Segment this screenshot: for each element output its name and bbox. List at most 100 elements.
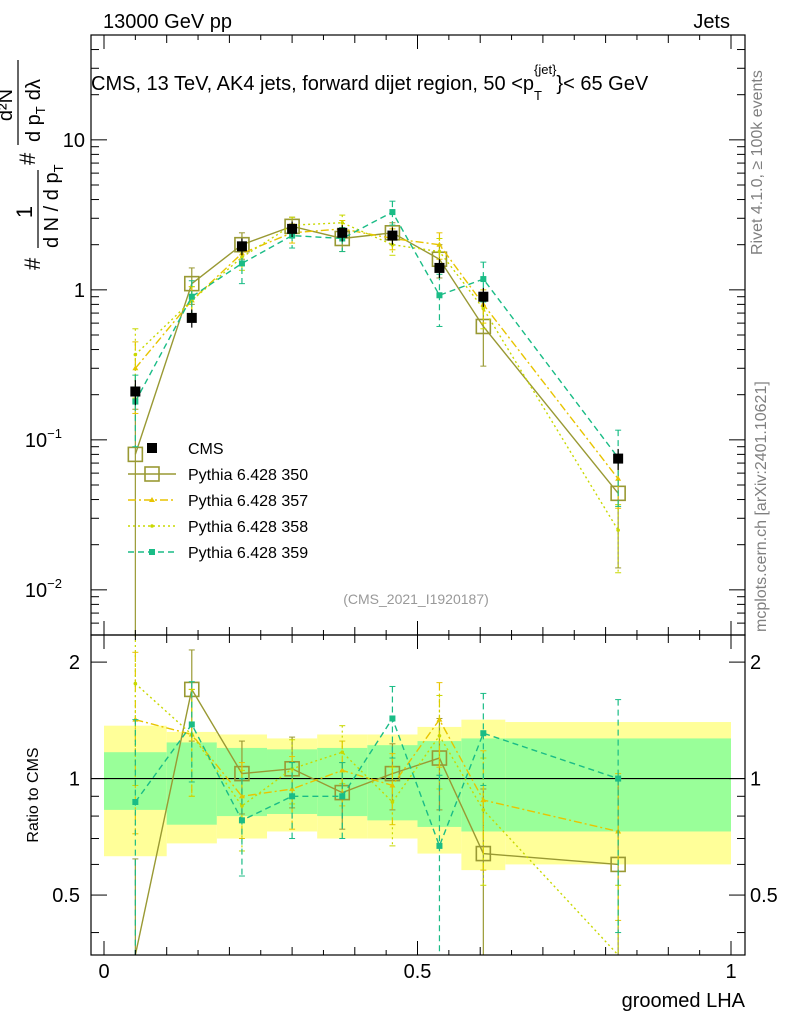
data-point xyxy=(186,312,197,323)
series-line xyxy=(134,683,619,956)
data-point xyxy=(389,209,396,216)
data-point xyxy=(481,808,486,812)
legend: CMS Pythia 6.428 350 Pythia 6.428 357 Pythi… xyxy=(128,441,308,562)
data-point xyxy=(339,793,346,800)
y-tick-label-ratio-right: 1 xyxy=(750,769,761,791)
data-point xyxy=(480,276,487,283)
data-point xyxy=(436,716,443,722)
data-point xyxy=(236,241,247,252)
data-point xyxy=(387,230,398,241)
ratio-uncertainty-bands xyxy=(91,719,745,871)
y-dN-dpT: d N / d pT xyxy=(41,164,66,248)
data-point xyxy=(337,227,348,238)
legend-item: Pythia 6.428 359 xyxy=(128,545,308,562)
data-point xyxy=(132,798,139,805)
data-point xyxy=(437,733,442,738)
data-point xyxy=(436,292,443,299)
data-point xyxy=(475,845,492,862)
y-tick-label-ratio-right: 2 xyxy=(750,652,761,674)
x-axis-label: groomed LHA xyxy=(622,990,746,1012)
data-point xyxy=(188,721,195,728)
legend-marker xyxy=(150,524,154,528)
header-right: Jets xyxy=(693,11,730,33)
y-one: 1 xyxy=(12,206,37,218)
series-line xyxy=(134,222,619,531)
data-point xyxy=(615,475,622,481)
data-point xyxy=(615,775,622,782)
data-point xyxy=(132,365,139,371)
y-tick-label-main: 10−1 xyxy=(25,426,62,452)
data-point xyxy=(389,715,396,722)
title-sub: T xyxy=(534,88,542,103)
legend-item: Pythia 6.428 358 xyxy=(128,519,308,536)
legend-label: Pythia 6.428 359 xyxy=(188,545,308,562)
data-point xyxy=(238,260,245,267)
y-hash-right: # xyxy=(15,152,40,165)
series-pythia-6-428-359 xyxy=(132,200,622,507)
data-point xyxy=(478,291,489,302)
y-tick-label-ratio: 2 xyxy=(69,652,80,674)
axis-ticks: 0 0.5 1 10−2 10−1 1 10 0.5 0.5 1 1 2 2 xyxy=(25,34,778,983)
rivet-label: Rivet 4.1.0, ≥ 100k events xyxy=(749,70,766,255)
data-point xyxy=(339,767,346,773)
title-prefix: CMS, 13 TeV, AK4 jets, forward dijet reg… xyxy=(91,73,534,95)
title-suffix: }< 65 GeV xyxy=(556,73,648,95)
data-point xyxy=(616,528,620,532)
series-line xyxy=(134,211,619,459)
mcplots-label: mcplots.cern.ch [arXiv:2401.10621] xyxy=(753,381,770,632)
y-tick-label-ratio: 0.5 xyxy=(52,885,80,907)
legend-marker xyxy=(144,466,160,482)
header-left: 13000 GeV pp xyxy=(103,11,232,33)
data-point xyxy=(289,793,296,800)
y-d2N: d²N xyxy=(0,89,17,121)
data-point xyxy=(434,262,445,273)
legend-label: Pythia 6.428 358 xyxy=(188,519,308,536)
data-point xyxy=(240,255,244,260)
x-tick-label: 0.5 xyxy=(404,961,432,983)
data-point xyxy=(437,249,442,254)
legend-label: Pythia 6.428 350 xyxy=(188,467,308,484)
series-ratio-pythia-6-428-359 xyxy=(132,681,622,956)
main-series-group xyxy=(127,200,626,636)
y-tick-label-main: 10−2 xyxy=(25,576,62,602)
data-point xyxy=(436,842,443,849)
series-line xyxy=(134,716,619,848)
y-tick-label-ratio-right: 0.5 xyxy=(750,885,778,907)
data-point xyxy=(287,223,298,234)
ratio-y-axis-label: Ratio to CMS xyxy=(25,747,42,842)
legend-label: CMS xyxy=(188,441,224,458)
legend-item: Pythia 6.428 350 xyxy=(128,466,308,484)
data-point xyxy=(340,750,345,754)
data-point xyxy=(238,817,245,824)
title-sup: {jet} xyxy=(534,62,557,77)
legend-label: Pythia 6.428 357 xyxy=(188,493,308,510)
x-tick-label: 0 xyxy=(98,961,109,983)
data-point xyxy=(188,293,195,300)
y-hash-left: # xyxy=(20,257,45,270)
data-point xyxy=(133,352,138,357)
y-tick-label-main: 10 xyxy=(63,130,85,152)
ratio-series-group xyxy=(132,634,626,956)
y-dpT-dl: d pTdλ xyxy=(23,79,48,142)
plot-title: CMS, 13 TeV, AK4 jets, forward dijet reg… xyxy=(91,62,649,103)
data-point xyxy=(127,446,144,463)
data-point xyxy=(290,766,294,771)
legend-marker xyxy=(149,497,155,502)
data-point xyxy=(389,782,396,788)
legend-item: CMS xyxy=(147,441,224,458)
analysis-watermark: (CMS_2021_I1920187) xyxy=(343,591,489,607)
data-point xyxy=(340,220,345,225)
data-point xyxy=(130,386,141,397)
data-point xyxy=(480,730,487,737)
y-tick-label-main: 1 xyxy=(74,280,85,302)
data-point xyxy=(240,804,244,808)
legend-item: Pythia 6.428 357 xyxy=(128,493,308,510)
y-tick-label-ratio: 1 xyxy=(69,769,80,791)
data-point xyxy=(481,306,486,311)
data-point xyxy=(613,453,624,464)
series-pythia-6-428-350 xyxy=(127,216,626,636)
main-y-axis-label: # 1 d N / d pT # d²N d pTdλ xyxy=(0,60,66,270)
x-tick-label: 1 xyxy=(725,961,736,983)
series-cms xyxy=(130,221,624,470)
